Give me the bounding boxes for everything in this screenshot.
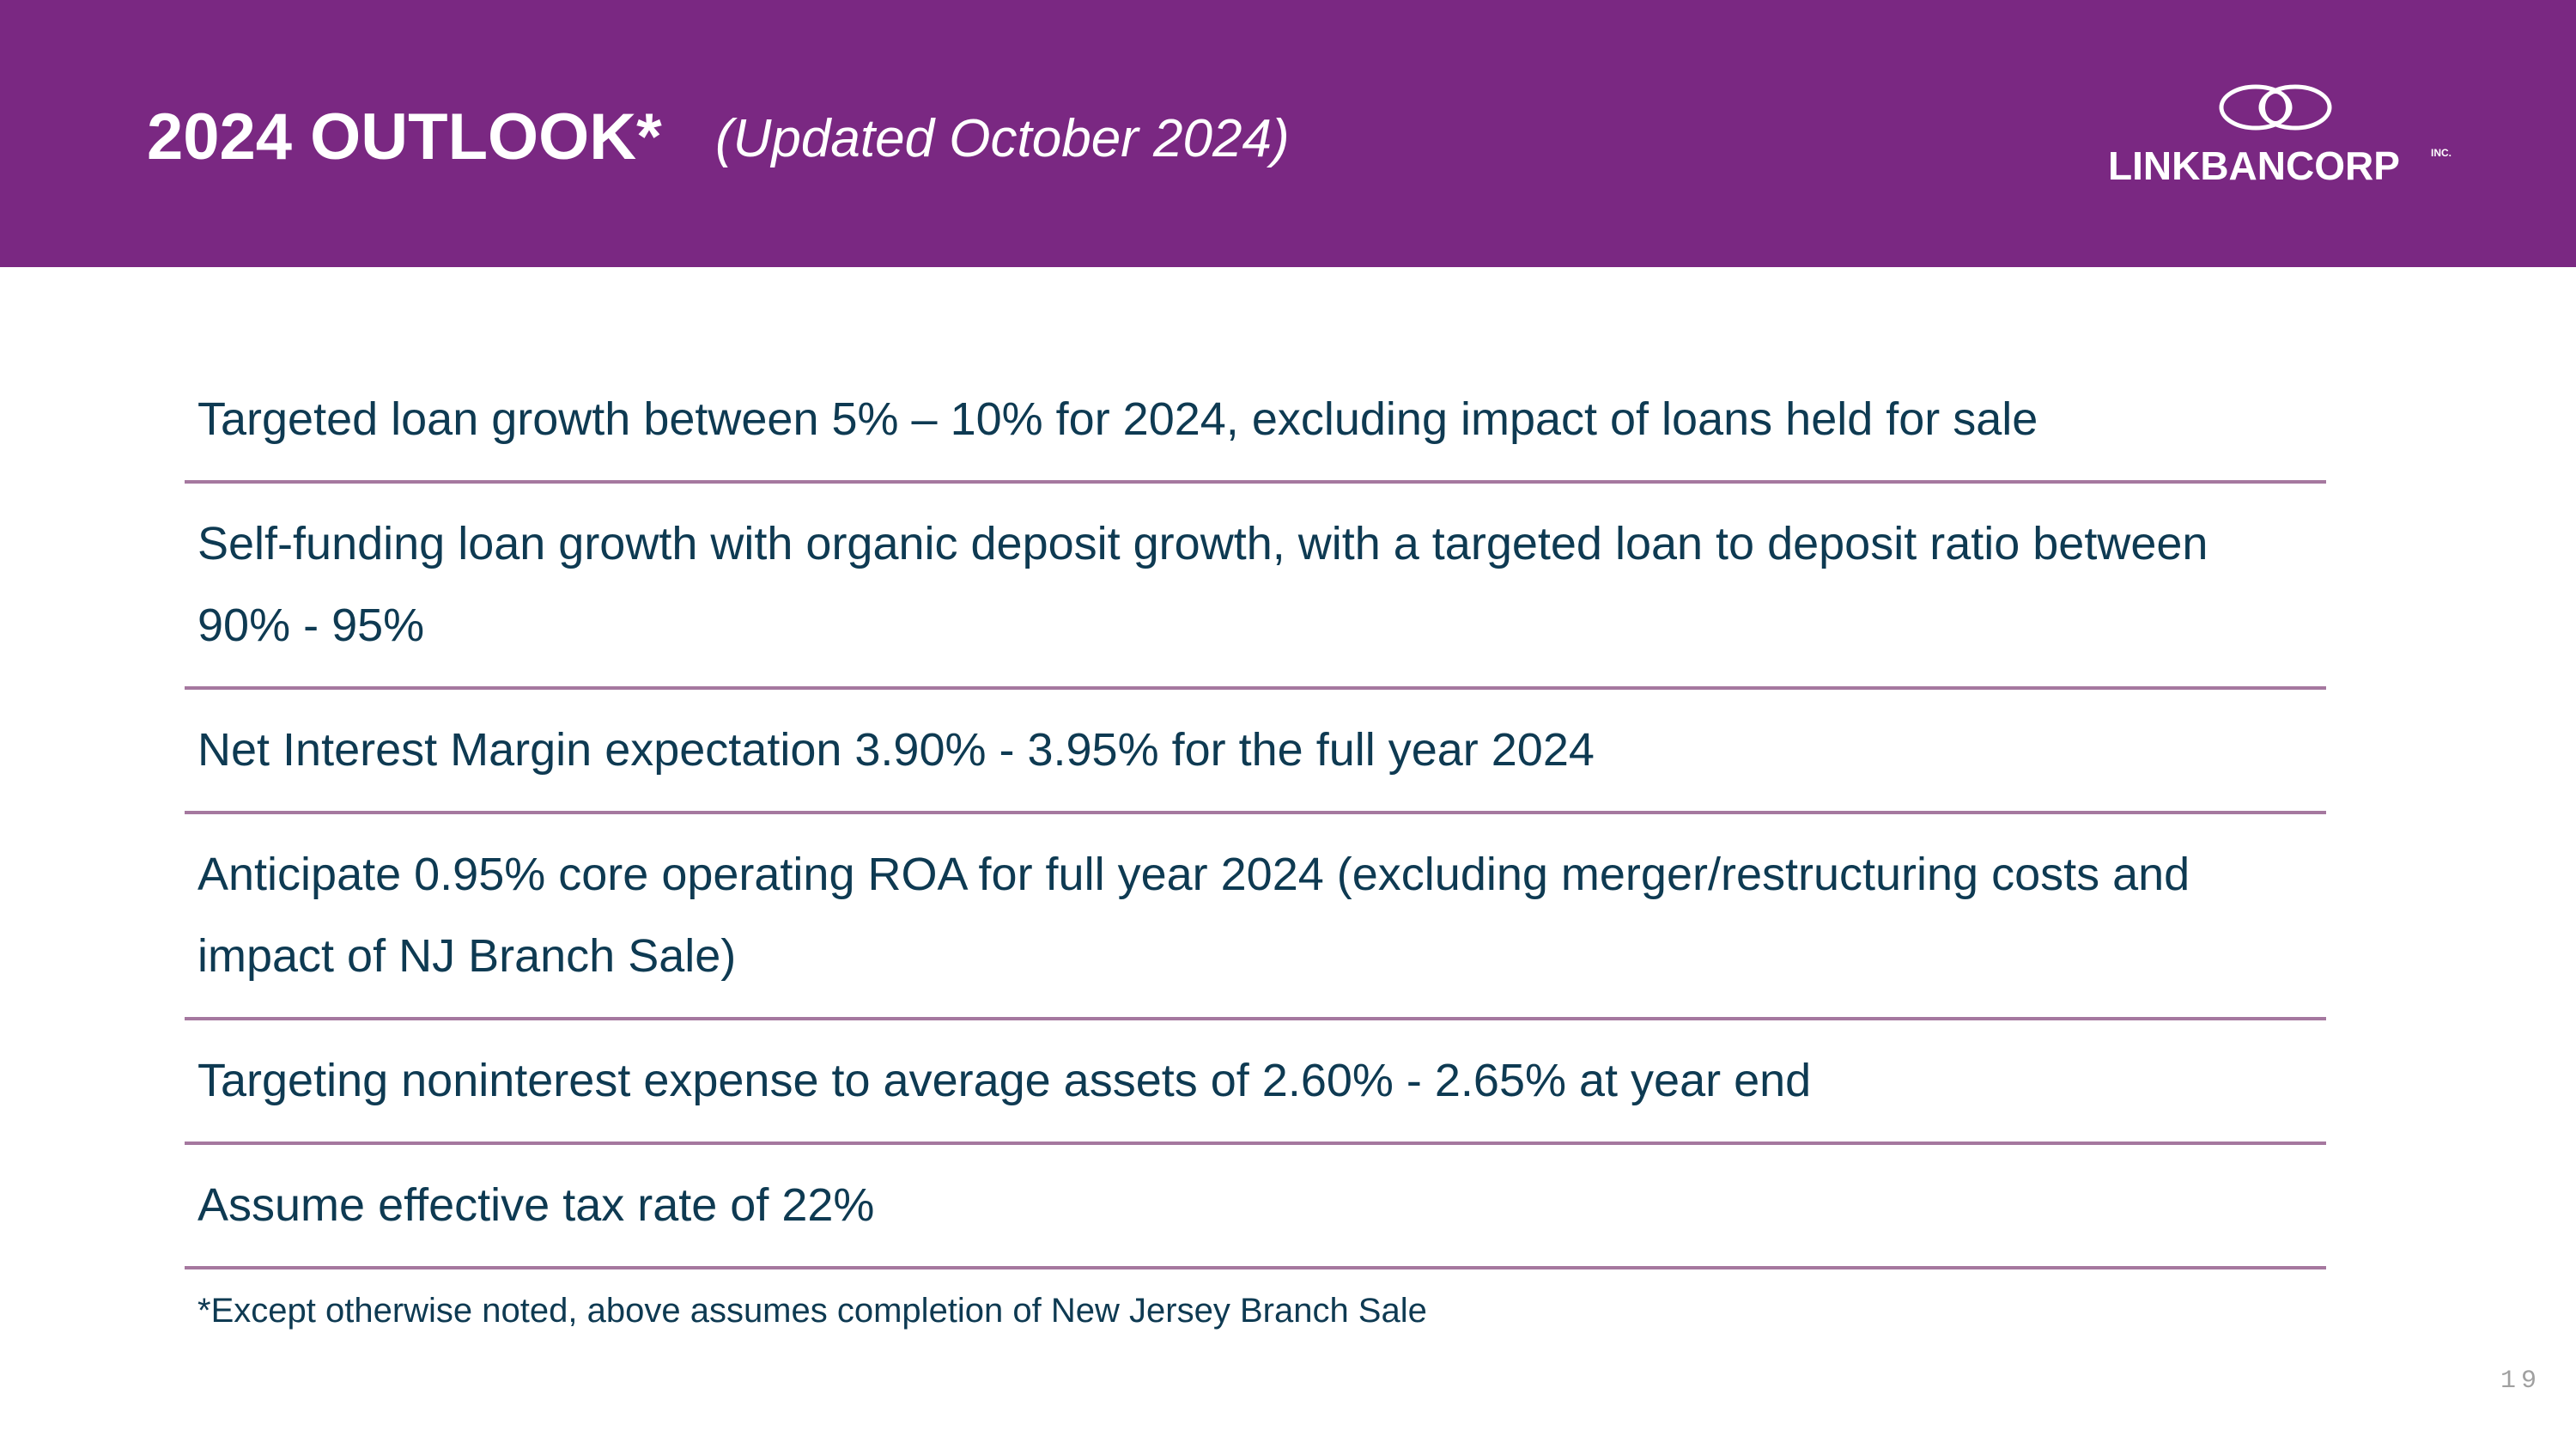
outlook-item: Net Interest Margin expectation 3.90% - … <box>185 690 2326 814</box>
logo-wordmark: LINKBANCORP <box>2108 143 2400 188</box>
footnote: *Except otherwise noted, above assumes c… <box>197 1292 1427 1330</box>
company-logo: LINKBANCORP INC. <box>2108 82 2469 193</box>
page-title: 2024 OUTLOOK* <box>147 100 662 174</box>
interlocking-rings-logo-icon <box>2219 84 2332 131</box>
outlook-item: Assume effective tax rate of 22% <box>185 1145 2326 1269</box>
header-banner: 2024 OUTLOOK* (Updated October 2024) LIN… <box>0 0 2576 267</box>
outlook-item: Targeting noninterest expense to average… <box>185 1020 2326 1145</box>
page-number: 19 <box>2500 1367 2542 1396</box>
outlook-item: Anticipate 0.95% core operating ROA for … <box>185 814 2326 1020</box>
page-subtitle: (Updated October 2024) <box>715 109 1290 168</box>
outlook-item: Self-funding loan growth with organic de… <box>185 484 2326 690</box>
logo-inc-suffix: INC. <box>2431 147 2451 159</box>
outlook-list: Targeted loan growth between 5% – 10% fo… <box>185 359 2326 1269</box>
outlook-item: Targeted loan growth between 5% – 10% fo… <box>185 359 2326 484</box>
